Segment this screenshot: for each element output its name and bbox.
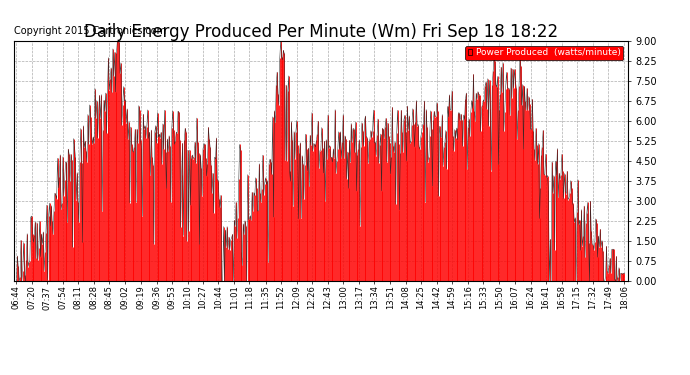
Legend: Power Produced  (watts/minute): Power Produced (watts/minute) [465, 46, 623, 60]
Title: Daily Energy Produced Per Minute (Wm) Fri Sep 18 18:22: Daily Energy Produced Per Minute (Wm) Fr… [83, 23, 558, 41]
Text: Copyright 2015 Cartronics.com: Copyright 2015 Cartronics.com [14, 27, 166, 36]
